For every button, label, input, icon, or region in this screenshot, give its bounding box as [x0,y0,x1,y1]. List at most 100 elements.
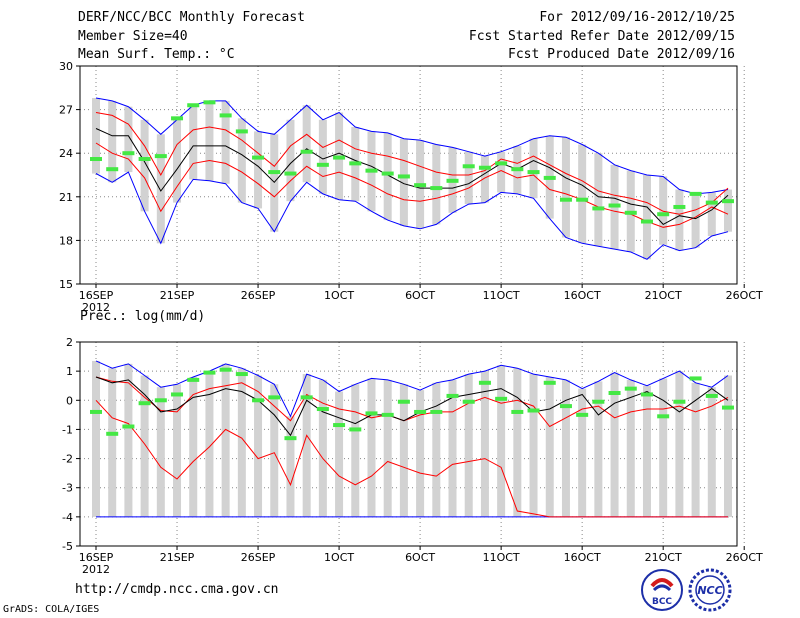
temp-xtick-label: 16SEP [79,289,114,302]
prec-range-bar [140,375,149,517]
temp-range-bar [497,151,506,193]
prec-observed-mark [592,399,605,404]
prec-observed-mark [268,395,281,400]
prec-range-bar [675,371,684,517]
temp-range-bar [237,118,246,203]
temp-range-bar [173,119,182,203]
temp-range-bar [189,105,198,180]
ncc-logo: NCC [688,568,732,616]
prec-observed-mark [689,376,702,381]
prec-ytick-label: -4 [62,511,73,524]
temp-ytick-label: 30 [59,60,73,73]
prec-range-bar [367,378,376,517]
prec-observed-mark [462,399,475,404]
temp-observed-mark [268,170,281,175]
temp-observed-mark [414,183,427,188]
prec-observed-mark [252,398,265,403]
temp-chart-panel: 15 18 21 24 27 30 16SEP 21SEP 26SEP 1OCT 6OCT 11OCT… [59,60,763,314]
temp-observed-mark [397,174,410,179]
prec-observed-mark [154,398,167,403]
temp-observed-mark [365,168,378,173]
start-date-label: Fcst Started Refer Date 2012/09/15 [468,29,735,44]
temp-ytick-label: 18 [59,234,73,247]
temp-observed-mark [300,149,313,154]
prec-observed-mark [90,409,102,414]
prec-observed-mark [397,399,410,404]
prec-range-bar [529,374,538,517]
temp-range-bar [659,176,668,245]
source-url[interactable]: http://cmdp.ncc.cma.gov.cn [75,582,279,597]
prec-observed-mark [527,408,540,413]
precip-label: Prec.: log(mm/d) [80,309,206,324]
temp-range-bar [140,119,149,212]
prec-observed-mark [624,386,637,391]
temp-range-bar [675,189,684,251]
temp-observed-mark [252,155,265,160]
prec-ytick-label: 0 [66,394,73,407]
temp-range-bar [286,119,295,202]
prec-xtick-label: 16SEP [79,551,114,564]
temp-range-bar [108,100,117,183]
prec-year-label: 2012 [82,563,110,576]
prec-range-bar [594,381,603,517]
temp-range-bar [383,132,392,221]
temp-xtick-label: 11OCT [483,289,520,302]
temp-observed-mark [559,197,572,202]
temp-range-bar [92,97,100,174]
bcc-logo-text: BCC [652,597,672,607]
temp-observed-mark [171,116,184,121]
temp-xtick-label: 16OCT [564,289,601,302]
temp-observed-mark [495,161,508,166]
temp-xtick-label: 21OCT [645,289,682,302]
prec-observed-mark [138,401,151,406]
prec-range-bar [724,375,732,517]
prec-range-bar [659,378,668,517]
prec-observed-mark [316,407,329,412]
temp-ytick-label: 15 [59,278,73,291]
prec-observed-mark [365,411,378,416]
prec-range-bar [237,368,246,517]
prec-xtick-label: 26SEP [241,551,276,564]
temp-range-bar [432,144,441,225]
prec-observed-mark [333,423,346,428]
prec-observed-mark [122,424,135,429]
prec-ytick-label: -5 [62,540,73,553]
prec-range-bar [610,372,619,517]
temp-observed-mark [316,162,329,167]
temp-observed-mark [284,171,297,176]
prec-ytick-label: 2 [66,336,73,349]
temp-observed-mark [430,186,443,191]
temp-observed-mark [138,157,151,162]
prec-range-bar [578,388,587,517]
temp-observed-mark [624,210,637,215]
temp-range-bar [464,151,473,205]
temp-range-bar [205,100,214,181]
prec-observed-mark [640,392,653,397]
prec-observed-mark [673,399,686,404]
prec-range-bar [335,391,344,517]
temp-observed-mark [592,206,605,211]
prec-range-bar [432,382,441,517]
temp-range-bar [399,138,408,226]
temp-range-bar [691,193,700,248]
prec-range-bar [399,384,408,517]
prec-xtick-label: 21SEP [160,551,195,564]
prec-range-bar [464,374,473,517]
temp-observed-mark [187,103,200,108]
prec-plot-frame [79,341,738,547]
prec-observed-mark [559,404,572,409]
prec-chart-panel: -5 -4 -3 -2 -1 0 1 2 16SEP 21SEP 26SEP 1OCT 6OCT 11OC… [62,336,763,576]
prec-xtick-label: 21OCT [645,551,682,564]
member-size-label: Member Size=40 [78,29,188,44]
prec-range-bar [189,376,198,517]
prec-range-bar [626,379,635,517]
prec-observed-mark [203,370,216,375]
prec-q25-line [95,399,728,518]
temp-min-line [95,171,729,260]
temp-observed-mark [511,167,524,172]
temp-q75-line [95,112,729,215]
ncc-logo-text: NCC [697,584,722,597]
prec-observed-mark [300,395,313,400]
prec-xtick-label: 26OCT [726,551,763,564]
temp-observed-mark [657,212,670,217]
